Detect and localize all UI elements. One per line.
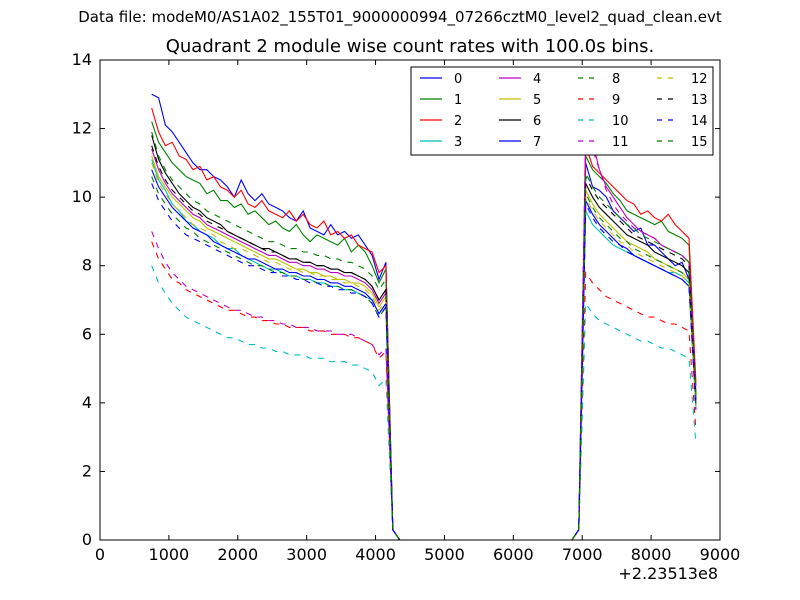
legend-label-6: 6: [533, 114, 541, 129]
x-offset-label: +2.23513e8: [618, 564, 718, 583]
legend-label-9: 9: [612, 93, 620, 108]
x-tick-label: 8000: [631, 545, 672, 564]
legend-label-7: 7: [533, 135, 541, 150]
series-line-3: [151, 159, 697, 541]
series-line-9: [151, 241, 697, 541]
series-line-10: [151, 265, 697, 541]
chart-title: Quadrant 2 module wise count rates with …: [165, 36, 655, 57]
x-tick-label: 4000: [355, 545, 396, 564]
x-tick-label: 0: [95, 545, 105, 564]
x-tick-label: 7000: [562, 545, 603, 564]
x-tick-label: 3000: [286, 545, 327, 564]
series-line-4: [151, 130, 697, 541]
series-line-12: [151, 162, 697, 541]
plot-lines: [151, 93, 697, 541]
x-tick-label: 9000: [700, 545, 741, 564]
x-tick-label: 2000: [217, 545, 258, 564]
legend-box: [410, 66, 714, 156]
series-line-15: [151, 131, 697, 541]
x-tick-label: 1000: [149, 545, 190, 564]
y-tick-label: 14: [72, 50, 92, 69]
legend-label-10: 10: [612, 114, 629, 129]
y-tick-label: 12: [72, 119, 92, 138]
series-line-1: [151, 121, 697, 541]
legend-label-12: 12: [691, 72, 708, 87]
y-tick-label: 10: [72, 187, 92, 206]
legend-label-8: 8: [612, 72, 620, 87]
legend-label-13: 13: [691, 93, 708, 108]
series-line-7: [151, 169, 697, 541]
x-tick-label: 6000: [493, 545, 534, 564]
y-tick-label: 2: [82, 461, 92, 480]
series-line-2: [151, 107, 697, 541]
legend-label-2: 2: [454, 114, 462, 129]
series-line-5: [151, 155, 697, 541]
legend-label-0: 0: [454, 72, 462, 87]
figure-suptitle: Data file: modeM0/AS1A02_155T01_90000009…: [78, 8, 722, 26]
series-line-8: [151, 176, 697, 541]
x-tick-label: 5000: [424, 545, 465, 564]
series-line-0: [151, 93, 697, 541]
legend-label-1: 1: [454, 93, 462, 108]
series-line-13: [151, 145, 697, 541]
y-tick-label: 6: [82, 324, 92, 343]
legend-label-5: 5: [533, 93, 541, 108]
y-tick-label: 8: [82, 256, 92, 275]
y-tick-label: 4: [82, 393, 92, 412]
series-line-14: [151, 183, 697, 541]
x-axis: 0 1000 2000 3000 4000 5000 6000 7000 8000 9000: [95, 60, 740, 564]
legend-label-15: 15: [691, 135, 708, 150]
legend-label-3: 3: [454, 135, 462, 150]
legend-label-11: 11: [612, 135, 629, 150]
series-line-11: [151, 128, 697, 541]
plot-frame: [99, 59, 721, 541]
y-tick-label: 0: [82, 530, 92, 549]
legend-label-4: 4: [533, 72, 541, 87]
legend-label-14: 14: [691, 114, 708, 129]
